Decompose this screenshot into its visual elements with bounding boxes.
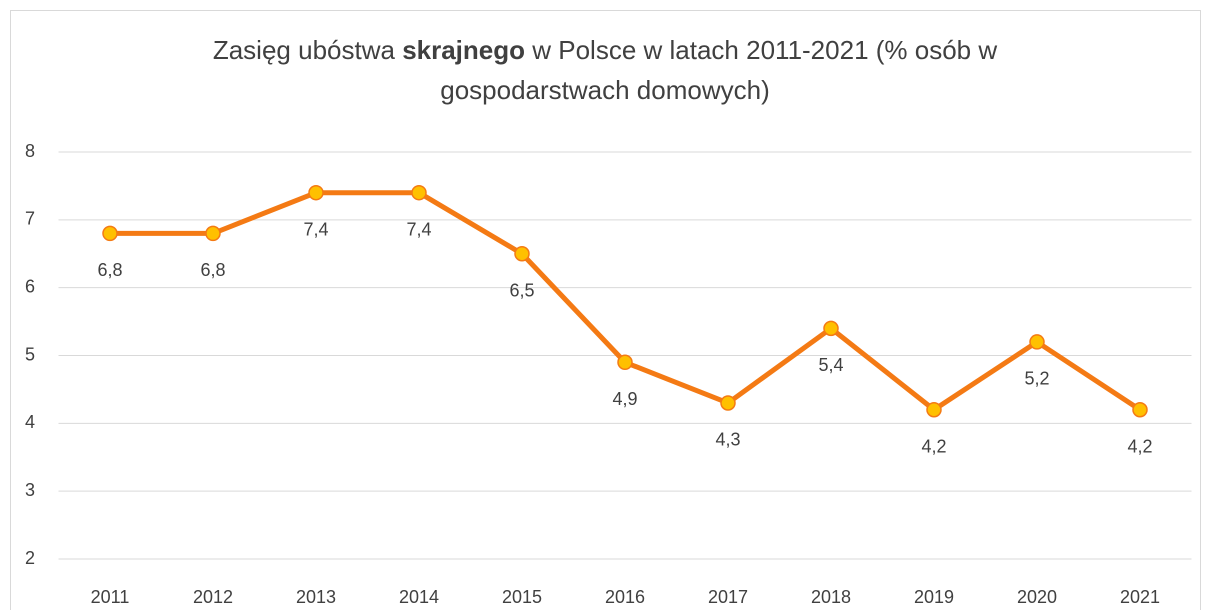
y-tick-label: 6	[25, 276, 35, 296]
x-tick-label: 2014	[399, 587, 439, 607]
y-tick-label: 3	[25, 480, 35, 500]
marker	[205, 225, 221, 242]
y-tick-label: 7	[25, 209, 35, 229]
x-tick-label: 2013	[296, 587, 336, 607]
x-tick-label: 2015	[502, 587, 542, 607]
data-label: 4,2	[1127, 437, 1152, 457]
line	[110, 190, 1142, 413]
marker	[308, 184, 324, 201]
x-tick-label: 2019	[914, 587, 954, 607]
y-tick-label: 8	[25, 141, 35, 161]
marker	[514, 246, 530, 262]
y-tick-label: 4	[25, 412, 35, 432]
data-label: 4,3	[715, 430, 740, 450]
marker	[411, 184, 427, 201]
chart-title: Zasięg ubóstwa skrajnego w Polsce w lata…	[170, 30, 1040, 110]
x-tick-label: 2020	[1017, 587, 1057, 607]
marker	[926, 402, 942, 418]
x-tick-label: 2012	[193, 587, 233, 607]
title-bold: skrajnego	[402, 35, 526, 65]
data-label: 7,4	[303, 219, 328, 239]
data-label: 4,9	[612, 389, 637, 409]
data-label: 4,2	[921, 437, 946, 457]
x-tick-label: 2018	[811, 587, 851, 607]
x-tick-label: 2021	[1120, 587, 1160, 607]
marker	[1132, 402, 1148, 418]
marker	[617, 354, 633, 371]
title-part: w Polsce w latach 2011-2021 (% osób w go…	[440, 35, 998, 105]
x-tick-label: 2011	[91, 587, 130, 607]
marker	[1029, 334, 1045, 350]
data-label: 6,5	[509, 281, 534, 301]
chart-border	[10, 10, 1201, 610]
data-label: 6,8	[200, 260, 225, 280]
marker	[823, 320, 839, 337]
title-part: Zasięg ubóstwa	[212, 35, 395, 65]
x-tick-label: 2016	[605, 587, 645, 607]
data-label: 5,2	[1024, 369, 1049, 389]
marker	[102, 225, 118, 242]
data-label: 6,8	[97, 260, 122, 280]
y-tick-label: 5	[25, 344, 35, 364]
data-label: 7,4	[406, 219, 431, 239]
x-tick-label: 2017	[708, 587, 748, 607]
y-tick-label: 2	[25, 548, 35, 568]
data-label: 5,4	[818, 355, 843, 375]
marker	[720, 395, 736, 411]
